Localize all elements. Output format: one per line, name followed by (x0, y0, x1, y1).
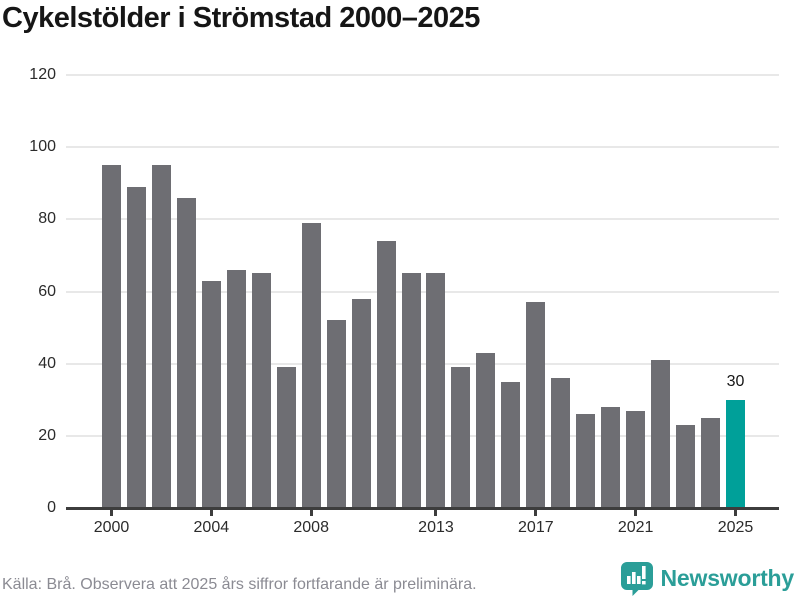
gridline-y-60 (66, 290, 779, 293)
x-tick-label-2021: 2021 (617, 519, 654, 536)
x-tick-2004 (209, 509, 213, 516)
x-axis-line (66, 507, 779, 510)
source-note: Källa: Brå. Observera att 2025 års siffr… (2, 576, 477, 593)
bar-2012 (401, 273, 421, 508)
bar-2005 (226, 269, 246, 508)
bar-2022 (651, 360, 671, 508)
newsworthy-wordmark: Newsworthy (660, 565, 795, 591)
y-tick-label-60: 60 (38, 282, 56, 300)
y-tick-label-80: 80 (38, 210, 56, 228)
bar-2004 (201, 280, 221, 508)
y-tick-label-120: 120 (29, 66, 56, 83)
y-tick-label-100: 100 (29, 138, 56, 156)
bar-chart-speech-bubble-icon (620, 562, 653, 596)
x-tick-2025 (734, 509, 737, 516)
bar-2017 (526, 302, 546, 508)
y-tick-label-0: 0 (47, 499, 56, 516)
x-tick-2008 (309, 509, 313, 516)
bar-2024 (701, 417, 721, 508)
bar-2009 (326, 320, 346, 508)
x-tick-2021 (634, 509, 638, 516)
bar-2014 (451, 367, 471, 508)
bar-value-label-2025: 30 (726, 372, 745, 390)
plot-area (66, 74, 779, 510)
newsworthy-logo: Newsworthy (620, 561, 794, 596)
gridline-y-80 (66, 218, 779, 221)
bar-2016 (501, 381, 521, 508)
bar-2025 (726, 399, 745, 508)
y-tick-label-20: 20 (38, 426, 56, 444)
x-tick-2017 (534, 509, 538, 516)
bar-2007 (276, 367, 296, 508)
bar-2002 (151, 165, 171, 508)
gridline-y-40 (66, 362, 779, 365)
bar-2000 (102, 165, 121, 508)
bar-2015 (476, 352, 496, 508)
x-tick-label-2025: 2025 (717, 519, 754, 536)
x-tick-label-2008: 2008 (293, 519, 329, 536)
bar-2020 (601, 406, 621, 508)
bar-2019 (576, 414, 596, 508)
x-tick-2013 (434, 509, 438, 516)
bar-2013 (426, 273, 446, 508)
bar-2003 (176, 197, 196, 508)
gridline-y-20 (66, 434, 779, 437)
x-tick-2000 (110, 509, 113, 516)
bar-2018 (551, 378, 571, 508)
y-tick-label-40: 40 (38, 354, 56, 372)
chart-title: Cykelstölder i Strömstad 2000–2025 (2, 2, 480, 34)
x-tick-label-2017: 2017 (518, 519, 554, 536)
bar-2023 (676, 425, 696, 508)
gridline-y-100 (66, 146, 779, 149)
x-tick-label-2004: 2004 (193, 519, 230, 536)
bar-2008 (301, 222, 321, 508)
x-tick-label-2000: 2000 (93, 519, 130, 536)
x-tick-label-2013: 2013 (418, 519, 454, 536)
bar-2010 (351, 298, 371, 508)
bar-2001 (126, 186, 146, 508)
bar-2006 (251, 273, 271, 508)
gridline-y-120 (66, 74, 779, 76)
bar-2011 (376, 240, 396, 508)
bar-2021 (626, 410, 646, 508)
